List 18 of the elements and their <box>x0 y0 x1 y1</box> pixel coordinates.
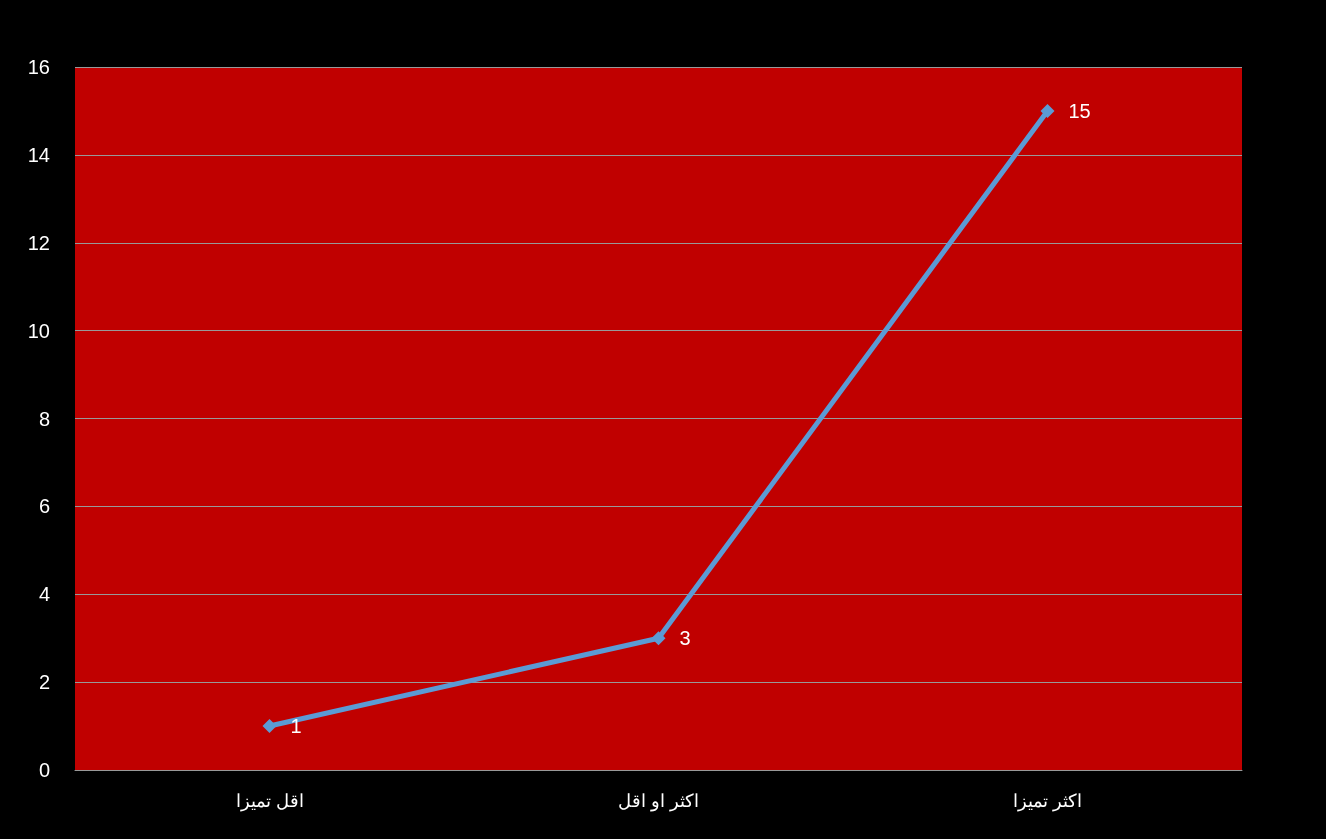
y-tick-label: 2 <box>38 671 50 694</box>
y-tick-label: 14 <box>27 143 50 166</box>
data-label: 1 <box>290 715 302 738</box>
y-tick-label: 0 <box>38 759 50 781</box>
y-tick-label: 12 <box>27 231 50 254</box>
y-tick-label: 8 <box>38 407 50 430</box>
y-tick-label: 10 <box>27 319 50 342</box>
point <box>651 631 666 646</box>
y-tick-label: 6 <box>38 495 50 518</box>
y-tick-label: 16 <box>27 56 50 78</box>
y-tick-label: 4 <box>38 583 50 606</box>
point <box>1040 103 1055 118</box>
x-tick-label: اكثر تميزا <box>1012 791 1083 812</box>
x-tick-label: اكثر او اقل <box>617 791 700 812</box>
data-label: 3 <box>679 627 691 650</box>
data-label: 15 <box>1068 99 1091 122</box>
point <box>262 719 277 734</box>
x-tick-label: اقل تميزا <box>235 791 304 812</box>
